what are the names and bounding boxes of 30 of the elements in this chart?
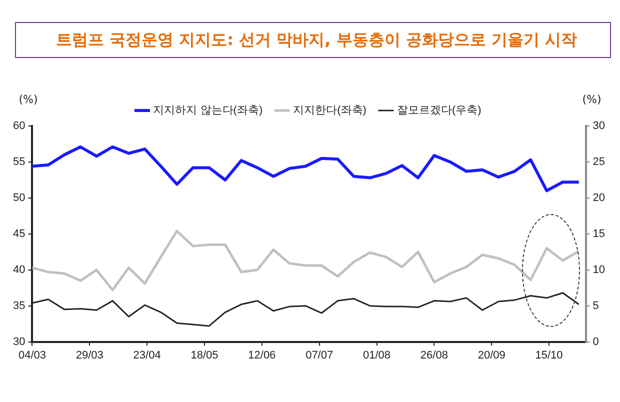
y2-tick-label: 30 (592, 120, 606, 132)
x-tick-label: 12/06 (248, 349, 276, 362)
x-tick-label: 01/08 (362, 349, 391, 362)
y2-axis-title: (%) (582, 92, 602, 106)
y-tick-label: 60 (12, 120, 26, 132)
legend-label: 잘모르겠다(우축) (396, 104, 482, 117)
y-tick-label: 35 (12, 300, 26, 312)
y2-tick-label: 5 (592, 300, 599, 312)
x-tick-label: 18/05 (190, 349, 218, 362)
y-tick-label: 45 (12, 228, 26, 240)
y-axis-title: (%) (18, 92, 38, 106)
legend-label: 지지하지 않는다(좌축) (153, 104, 263, 117)
x-tick-label: 04/03 (18, 349, 46, 362)
y2-tick-label: 25 (592, 156, 606, 168)
chart-title: 트럼프 국정운영 지지도: 선거 막바지, 부동층이 공화당으로 기울기 시작 (15, 22, 611, 58)
y2-tick-label: 15 (592, 228, 606, 240)
x-tick-label: 23/04 (133, 349, 161, 362)
y2-tick-label: 0 (592, 336, 599, 348)
y-tick-label: 40 (12, 264, 26, 276)
legend-label: 지지한다(좌축) (293, 104, 366, 117)
x-tick-label: 29/03 (76, 349, 104, 362)
y-tick-label: 30 (12, 336, 26, 348)
x-tick-label: 26/08 (420, 349, 448, 362)
y2-tick-label: 20 (592, 192, 606, 204)
y2-tick-label: 10 (592, 264, 606, 276)
x-tick-label: 20/09 (478, 349, 506, 362)
x-tick-label: 15/10 (535, 349, 563, 362)
y-tick-label: 55 (12, 156, 26, 168)
y-tick-label: 50 (12, 192, 26, 204)
x-tick-label: 07/07 (306, 349, 334, 362)
